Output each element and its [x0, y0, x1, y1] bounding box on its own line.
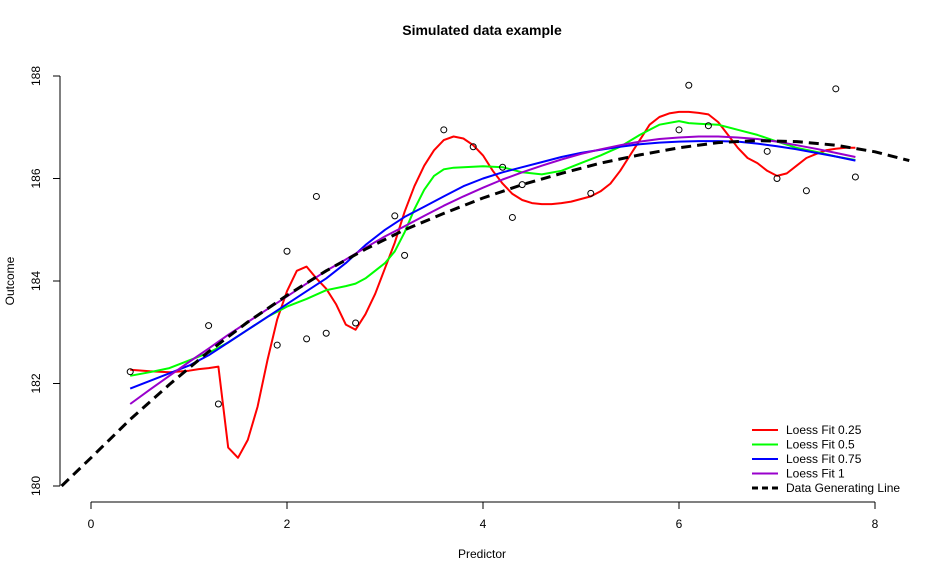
chart-title: Simulated data example	[402, 22, 562, 38]
x-axis-label: Predictor	[458, 547, 506, 561]
data-point	[126, 368, 134, 376]
data-point	[352, 319, 360, 327]
legend-label: Data Generating Line	[786, 481, 900, 495]
data-point	[499, 163, 507, 171]
data-point	[851, 173, 859, 181]
x-tick-label: 0	[88, 517, 95, 531]
y-axis-label: Outcome	[3, 256, 17, 305]
data-point	[312, 192, 320, 200]
data-point	[440, 126, 448, 134]
legend-label: Loess Fit 0.75	[786, 452, 862, 466]
data-point	[401, 251, 409, 259]
data-point	[322, 329, 330, 337]
data-point	[508, 213, 516, 221]
data-point	[391, 212, 399, 220]
y-tick-label: 186	[29, 168, 43, 188]
series-line-loess-fit-0-25	[130, 110, 856, 459]
series-layer	[60, 110, 910, 488]
series-line-loess-fit-1	[129, 135, 856, 405]
series-line-loess-fit-0-75	[129, 140, 856, 390]
data-point	[587, 189, 595, 197]
data-point	[704, 122, 712, 130]
data-point	[773, 175, 781, 182]
data-point	[303, 335, 311, 343]
data-point	[518, 181, 526, 189]
points-layer	[126, 81, 859, 408]
series-line-data-generating-line	[60, 139, 910, 488]
data-point	[763, 147, 771, 155]
data-point	[283, 247, 291, 255]
series-line-loess-fit-0-5	[130, 120, 856, 377]
x-tick-label: 2	[284, 517, 291, 531]
data-point	[832, 85, 840, 93]
legend-label: Loess Fit 0.5	[786, 438, 855, 452]
x-tick-label: 4	[480, 517, 487, 531]
x-tick-label: 6	[676, 517, 683, 531]
data-point	[214, 400, 222, 408]
data-point	[675, 126, 683, 134]
x-tick-label: 8	[872, 517, 879, 531]
y-tick-label: 188	[29, 66, 43, 86]
data-point	[273, 341, 281, 349]
data-point	[205, 322, 213, 330]
data-point	[469, 143, 477, 151]
legend-label: Loess Fit 1	[786, 467, 845, 481]
y-tick-label: 184	[29, 271, 43, 291]
y-tick-label: 180	[29, 476, 43, 496]
legend-label: Loess Fit 0.25	[786, 423, 862, 437]
data-point	[685, 81, 693, 89]
y-tick-label: 182	[29, 373, 43, 393]
data-point	[802, 187, 810, 195]
axes: 0 2 4 6 8 180 182 184 186 188	[29, 66, 879, 531]
